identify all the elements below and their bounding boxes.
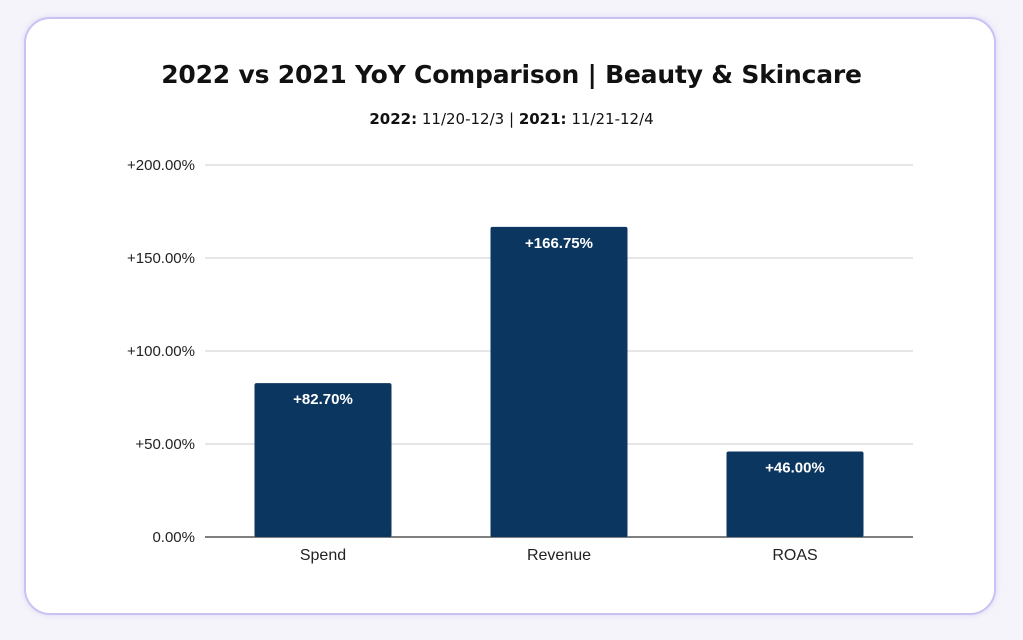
y-tick-label: +200.00% (127, 157, 195, 174)
subtitle-label-2021: 2021: (518, 110, 567, 128)
bar (490, 226, 628, 537)
data-label: +46.00% (765, 459, 825, 476)
bar (726, 451, 864, 537)
chart-subtitle: 2022: 11/20-12/3 | 2021: 11/21-12/4 (0, 110, 1023, 128)
subtitle-label-2022: 2022: (369, 110, 418, 128)
y-tick-label: +50.00% (135, 436, 195, 453)
subtitle-separator: | (508, 110, 515, 128)
y-tick-label: +150.00% (127, 250, 195, 267)
subtitle-range-2022: 11/20-12/3 (421, 110, 505, 128)
chart-title: 2022 vs 2021 YoY Comparison | Beauty & S… (161, 60, 862, 89)
x-tick-label: ROAS (772, 547, 817, 564)
x-tick-label: Revenue (527, 547, 591, 564)
subtitle-range-2021: 11/21-12/4 (571, 110, 654, 128)
bar (254, 383, 392, 537)
data-label: +166.75% (525, 235, 593, 252)
y-tick-label: 0.00% (152, 529, 195, 546)
y-tick-label: +100.00% (127, 343, 195, 360)
data-label: +82.70% (293, 391, 353, 408)
x-tick-label: Spend (300, 547, 346, 564)
